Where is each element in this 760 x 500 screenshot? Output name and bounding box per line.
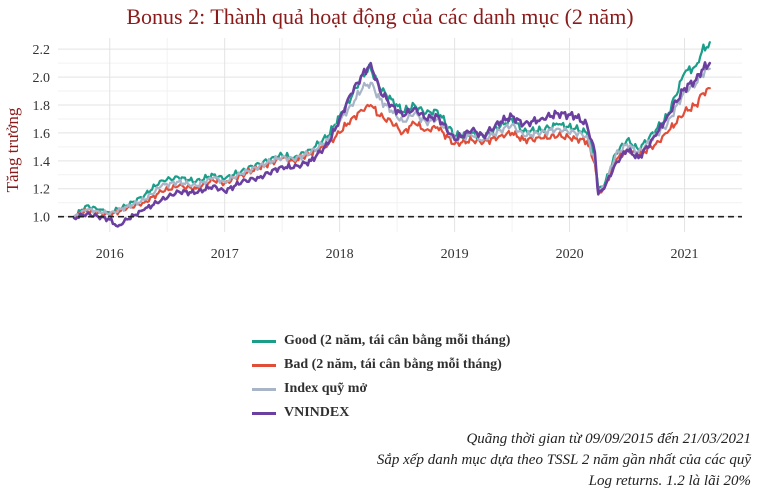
- y-tick-label: 2.2: [33, 43, 51, 58]
- y-tick-label: 1.0: [33, 211, 51, 226]
- legend-label-vnindex: VNINDEX: [284, 405, 350, 420]
- legend-label-bad: Bad (2 năm, tái cân bằng mỗi tháng): [284, 357, 502, 372]
- legend-swatch-bad: [252, 363, 276, 367]
- caption-line-3: Log returns. 1.2 là lãi 20%: [588, 473, 751, 489]
- legend: Good (2 năm, tái cân bằng mỗi tháng) Bad…: [252, 329, 510, 425]
- x-tick-label: 2017: [211, 247, 239, 262]
- y-tick-label: 1.6: [33, 127, 51, 142]
- legend-label-good: Good (2 năm, tái cân bằng mỗi tháng): [284, 333, 511, 348]
- chart-title: Bonus 2: Thành quả hoạt động của các dan…: [126, 4, 634, 29]
- caption-line-1: Quãng thời gian từ 09/09/2015 đến 21/03/…: [466, 431, 751, 447]
- y-axis-title: Tăng trưởng: [3, 107, 22, 192]
- series-line-bad: [72, 86, 711, 218]
- tick-labels: 1.0 1.2 1.4 1.6 1.8 2.0 2.2 2016 2017 2018 2019 202…: [33, 43, 699, 262]
- legend-swatch-index-fund: [252, 387, 276, 391]
- grid-layer: [58, 38, 742, 232]
- x-tick-label: 2020: [556, 247, 584, 262]
- x-tick-label: 2018: [326, 247, 354, 262]
- legend-item-index-fund[interactable]: Index quỹ mở: [252, 377, 510, 401]
- legend-swatch-good: [252, 339, 276, 343]
- legend-swatch-vnindex: [252, 411, 276, 415]
- legend-item-vnindex[interactable]: VNINDEX: [252, 401, 510, 425]
- x-tick-label: 2016: [96, 247, 124, 262]
- y-tick-label: 1.4: [33, 155, 51, 170]
- series-layer: [72, 41, 712, 228]
- x-tick-label: 2019: [441, 247, 469, 262]
- legend-label-index-fund: Index quỹ mở: [284, 381, 368, 396]
- caption: Quãng thời gian từ 09/09/2015 đến 21/03/…: [377, 429, 751, 492]
- y-tick-label: 1.2: [33, 183, 51, 198]
- y-tick-label: 2.0: [33, 71, 51, 86]
- legend-item-bad[interactable]: Bad (2 năm, tái cân bằng mỗi tháng): [252, 353, 510, 377]
- legend-item-good[interactable]: Good (2 năm, tái cân bằng mỗi tháng): [252, 329, 510, 353]
- x-tick-label: 2021: [671, 247, 699, 262]
- y-tick-label: 1.8: [33, 99, 51, 114]
- series-line-vnindex: [72, 61, 712, 228]
- caption-line-2: Sắp xếp danh mục dựa theo TSSL 2 năm gần…: [376, 452, 751, 468]
